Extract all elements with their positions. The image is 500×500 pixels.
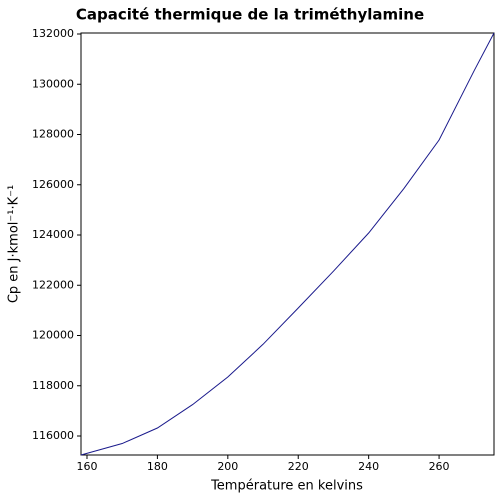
x-tick-label: 160 [76, 460, 97, 473]
y-tick-label: 124000 [32, 228, 74, 241]
x-tick-label: 200 [217, 460, 238, 473]
x-axis-label: Température en kelvins [210, 479, 363, 494]
y-axis-label: Cp en J·kmol⁻¹·K⁻¹ [7, 185, 22, 303]
x-tick-label: 180 [147, 460, 168, 473]
y-tick-label: 126000 [32, 178, 74, 191]
y-tick-label: 118000 [32, 379, 74, 392]
x-tick-label: 240 [358, 460, 379, 473]
line [80, 32, 495, 456]
chart-title: Capacité thermique de la triméthylamine [76, 6, 424, 24]
y-tick-label: 128000 [32, 128, 74, 141]
y-tick-label: 122000 [32, 278, 74, 291]
x-tick-label: 220 [288, 460, 309, 473]
y-tick-label: 132000 [32, 27, 74, 40]
plot-frame [80, 32, 495, 456]
y-tick-label: 116000 [32, 429, 74, 442]
y-tick-label: 120000 [32, 329, 74, 342]
x-tick-label: 260 [429, 460, 450, 473]
y-tick-label: 130000 [32, 77, 74, 90]
